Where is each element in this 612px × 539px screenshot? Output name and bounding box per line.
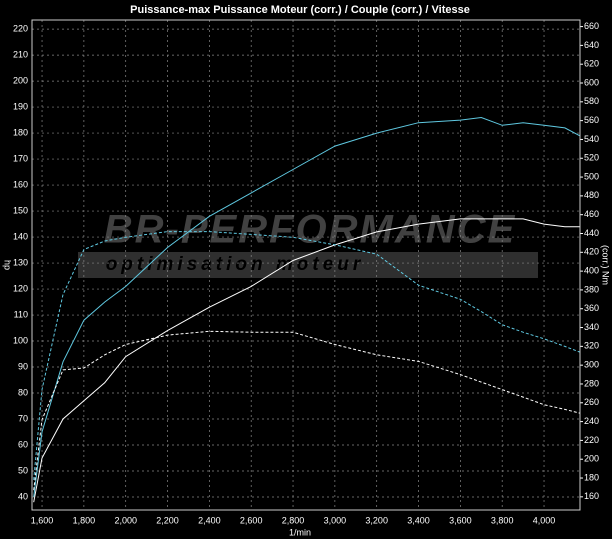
y-tick-label: 210 [13, 49, 28, 59]
x-tick-label: 2,800 [282, 515, 305, 525]
x-tick-label: 3,800 [491, 515, 514, 525]
y2-tick-label: 400 [584, 265, 599, 275]
y2-tick-label: 560 [584, 115, 599, 125]
x-tick-label: 4,000 [533, 515, 556, 525]
series-line [33, 231, 580, 480]
y-tick-label: 50 [18, 465, 28, 475]
y-tick-label: 120 [13, 283, 28, 293]
y2-tick-label: 160 [584, 491, 599, 501]
y2-tick-label: 200 [584, 454, 599, 464]
series-line [33, 330, 580, 491]
y2-tick-label: 500 [584, 171, 599, 181]
series-line [33, 218, 580, 503]
y-tick-label: 60 [18, 439, 28, 449]
series-line [33, 116, 580, 498]
y2-tick-label: 440 [584, 228, 599, 238]
y-tick-label: 70 [18, 413, 28, 423]
y2-tick-label: 540 [584, 134, 599, 144]
y2-tick-label: 520 [584, 153, 599, 163]
x-tick-label: 1,800 [73, 515, 96, 525]
y-tick-label: 130 [13, 257, 28, 267]
y-tick-label: 200 [13, 75, 28, 85]
y2-tick-label: 360 [584, 303, 599, 313]
y2-tick-label: 660 [584, 21, 599, 31]
x-tick-label: 3,600 [449, 515, 472, 525]
y2-tick-label: 340 [584, 322, 599, 332]
y2-axis-label: (corr.) Nm [601, 245, 611, 285]
x-tick-label: 2,400 [198, 515, 221, 525]
y-tick-label: 220 [13, 23, 28, 33]
y2-tick-label: 640 [584, 40, 599, 50]
y2-tick-label: 420 [584, 247, 599, 257]
y2-tick-label: 320 [584, 341, 599, 351]
watermark: optimisation moteur [106, 254, 365, 275]
y-tick-label: 100 [13, 335, 28, 345]
x-axis-label: 1/min [289, 527, 311, 537]
y2-tick-label: 380 [584, 284, 599, 294]
y2-tick-label: 460 [584, 209, 599, 219]
y-tick-label: 110 [14, 309, 28, 319]
chart-title: Puissance-max Puissance Moteur (corr.) /… [130, 4, 470, 16]
y-tick-label: 150 [13, 205, 28, 215]
y-tick-label: 140 [13, 231, 28, 241]
y-axis-label: hp [3, 260, 13, 270]
y2-tick-label: 480 [584, 190, 599, 200]
x-tick-label: 2,000 [114, 515, 137, 525]
y2-tick-label: 260 [584, 397, 599, 407]
y2-tick-label: 240 [584, 416, 599, 426]
plot-frame [31, 19, 581, 511]
y2-tick-label: 600 [584, 77, 599, 87]
y-tick-label: 190 [13, 101, 28, 111]
y-tick-label: 90 [18, 361, 28, 371]
y-tick-label: 40 [18, 491, 28, 501]
watermark: BR-PERFORMANCE [104, 208, 516, 252]
x-tick-label: 3,200 [365, 515, 388, 525]
y2-tick-label: 280 [584, 378, 599, 388]
y-tick-label: 170 [13, 153, 28, 163]
y-tick-label: 80 [18, 387, 28, 397]
y2-tick-label: 580 [584, 96, 599, 106]
y2-tick-label: 220 [584, 435, 599, 445]
x-tick-label: 3,000 [324, 515, 347, 525]
watermark-band [78, 252, 538, 278]
x-tick-label: 1,600 [31, 515, 54, 525]
y-tick-label: 180 [13, 127, 28, 137]
y2-tick-label: 300 [584, 360, 599, 370]
x-tick-label: 3,400 [407, 515, 430, 525]
x-tick-label: 2,600 [240, 515, 263, 525]
x-tick-label: 2,200 [156, 515, 179, 525]
y-tick-label: 160 [13, 179, 28, 189]
y2-tick-label: 620 [584, 59, 599, 69]
y2-tick-label: 180 [584, 472, 599, 482]
